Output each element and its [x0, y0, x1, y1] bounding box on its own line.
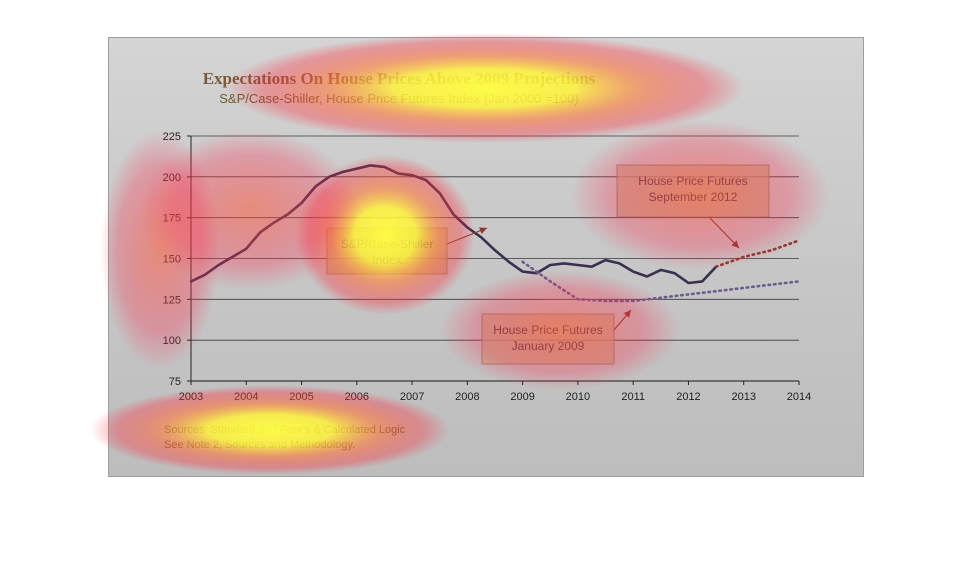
annotation-arrow	[708, 216, 740, 249]
source-line-2: See Note 2, Sources and Methodology.	[164, 439, 355, 451]
x-tick-label: 2007	[400, 391, 424, 403]
y-tick-label: 75	[169, 376, 181, 388]
x-tick-label: 2006	[345, 391, 369, 403]
annotation-label: January 2009	[512, 339, 585, 353]
annotation-label: House Price Futures	[638, 174, 747, 188]
y-tick-label: 200	[163, 172, 181, 184]
annotation-group: S&P/Case-Shiller Index House Price Futures…	[326, 164, 770, 365]
chart-frame: Expectations On House Prices Above 2009 …	[108, 37, 864, 477]
y-axis-ticks: 75 100 125 150 175 200 225	[163, 131, 191, 388]
x-tick-label: 2004	[234, 391, 258, 403]
chart-title: Expectations On House Prices Above 2009 …	[203, 69, 596, 88]
annotation-label: September 2012	[649, 190, 738, 204]
y-tick-label: 125	[163, 294, 181, 306]
y-tick-label: 175	[163, 213, 181, 225]
x-axis-ticks: 2003 2004 2005 2006 2007 2008 2009 2010 2011 2012…	[179, 381, 811, 403]
x-tick-label: 2009	[510, 391, 534, 403]
annotation-arrow	[613, 309, 632, 331]
series-line-2	[521, 260, 801, 303]
x-tick-label: 2012	[676, 391, 700, 403]
annotation-label: Index	[372, 253, 401, 267]
annotation-box	[326, 227, 448, 275]
x-tick-label: 2013	[731, 391, 755, 403]
annotation-label: House Price Futures	[493, 323, 602, 337]
x-tick-label: 2014	[787, 391, 811, 403]
x-tick-label: 2005	[289, 391, 313, 403]
x-tick-label: 2008	[455, 391, 479, 403]
x-tick-label: 2003	[179, 391, 203, 403]
chart-subtitle: S&P/Case-Shiller, House Price Futures In…	[219, 91, 579, 106]
annotation-label: S&P/Case-Shiller	[341, 237, 434, 251]
source-line-1: Sources: Standard and Poor's & Calculate…	[164, 424, 406, 436]
y-tick-label: 150	[163, 254, 181, 266]
y-tick-label: 100	[163, 335, 181, 347]
series-line-3	[714, 239, 801, 268]
x-tick-label: 2010	[566, 391, 590, 403]
x-tick-label: 2011	[621, 391, 645, 403]
line-chart: Expectations On House Prices Above 2009 …	[163, 69, 812, 451]
y-tick-label: 225	[163, 131, 181, 143]
